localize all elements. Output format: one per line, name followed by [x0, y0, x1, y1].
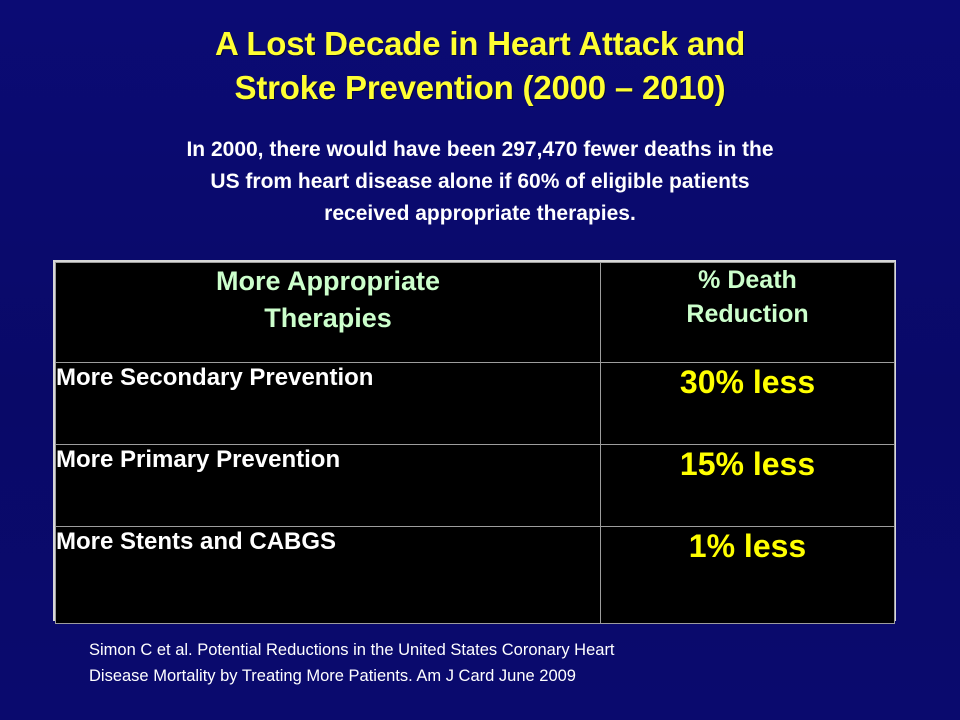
summary-statement: In 2000, there would have been 297,470 f… [22, 134, 938, 230]
therapies-table-container: More Appropriate Therapies % Death Reduc… [53, 260, 896, 624]
column-header-death-reduction-line-1: % Death [698, 266, 797, 294]
summary-statement-line-2: US from heart disease alone if 60% of el… [210, 169, 750, 193]
column-header-therapies: More Appropriate Therapies [55, 262, 601, 363]
citation-line-2: Disease Mortality by Treating More Patie… [89, 667, 576, 686]
therapies-table: More Appropriate Therapies % Death Reduc… [55, 262, 895, 624]
table-header-row: More Appropriate Therapies % Death Reduc… [55, 262, 895, 363]
column-header-therapies-line-2: Therapies [264, 303, 392, 334]
table-row: More Primary Prevention 15% less [55, 444, 895, 527]
citation-line-1: Simon C et al. Potential Reductions in t… [89, 641, 615, 659]
summary-statement-line-3: received appropriate therapies. [324, 201, 636, 225]
summary-statement-line-1: In 2000, there would have been 297,470 f… [186, 138, 774, 161]
death-reduction-cell: 15% less [600, 444, 895, 527]
table-row: More Stents and CABGS 1% less [55, 526, 895, 624]
table-row: More Secondary Prevention 30% less [55, 362, 895, 445]
therapy-name-cell: More Secondary Prevention [55, 362, 601, 445]
therapy-name-cell: More Stents and CABGS [55, 526, 601, 624]
column-header-death-reduction-line-2: Reduction [686, 300, 809, 328]
death-reduction-cell: 1% less [600, 526, 895, 624]
column-header-death-reduction: % Death Reduction [600, 262, 895, 363]
therapy-name-cell: More Primary Prevention [55, 444, 601, 527]
death-reduction-cell: 30% less [600, 362, 895, 445]
page-title-line-1: A Lost Decade in Heart Attack and [214, 25, 746, 62]
page-title-line-2: Stroke Prevention (2000 – 2010) [234, 68, 726, 106]
page-title: A Lost Decade in Heart Attack and Stroke… [30, 22, 930, 110]
column-header-therapies-line-1: More Appropriate [215, 266, 440, 296]
citation: Simon C et al. Potential Reductions in t… [89, 637, 889, 689]
